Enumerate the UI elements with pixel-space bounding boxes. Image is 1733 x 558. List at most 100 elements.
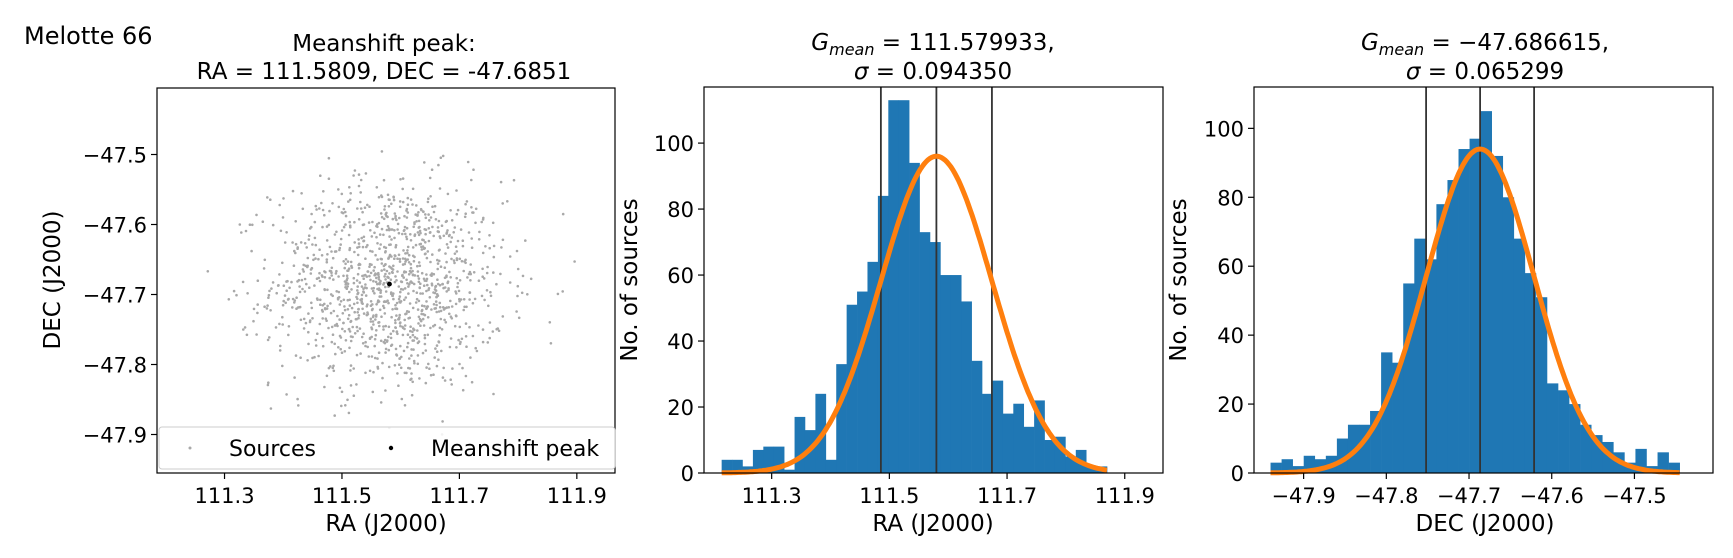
source-point: [481, 328, 485, 331]
source-point: [377, 195, 381, 199]
source-point: [256, 303, 260, 306]
source-point: [323, 288, 327, 292]
source-point: [460, 337, 464, 341]
source-point: [398, 313, 402, 317]
dec-y-tick-label: 0: [1231, 462, 1244, 486]
source-point: [361, 245, 365, 249]
source-point: [388, 198, 391, 202]
source-point: [394, 245, 398, 249]
source-point: [328, 209, 331, 213]
source-point: [458, 279, 462, 282]
source-point: [465, 200, 469, 203]
source-point: [420, 271, 424, 275]
legend-peak-marker: [388, 445, 394, 451]
source-point: [401, 187, 405, 191]
source-point: [373, 231, 376, 235]
source-point: [416, 308, 420, 311]
source-point: [464, 322, 468, 325]
source-point: [423, 333, 427, 337]
source-point: [281, 315, 284, 319]
source-point: [308, 319, 312, 322]
source-point: [338, 246, 342, 250]
source-point: [356, 289, 359, 292]
source-point: [394, 321, 397, 325]
source-point: [327, 223, 331, 227]
source-point: [350, 306, 354, 310]
source-point: [392, 329, 395, 333]
source-point: [307, 238, 311, 241]
source-point: [250, 249, 253, 253]
source-point: [349, 384, 353, 387]
source-point: [344, 223, 347, 226]
source-point: [416, 274, 420, 278]
source-point: [267, 293, 271, 297]
source-point: [435, 364, 439, 368]
source-point: [294, 220, 298, 223]
source-point: [406, 345, 409, 349]
source-point: [481, 340, 485, 344]
source-point: [520, 291, 524, 295]
source-point: [411, 187, 415, 191]
source-point: [440, 328, 444, 331]
source-point: [390, 255, 393, 258]
source-point: [376, 367, 380, 370]
source-point: [361, 210, 364, 214]
source-point: [398, 205, 402, 209]
source-point: [336, 296, 340, 300]
source-point: [401, 288, 405, 291]
source-point: [305, 282, 308, 286]
dec-histogram-bar: [1447, 180, 1459, 474]
source-point: [486, 265, 489, 269]
dec-histogram-bar: [1436, 204, 1448, 473]
source-point: [457, 338, 460, 342]
dec-gaussian-fit: [1270, 146, 1680, 476]
source-point: [343, 266, 347, 270]
source-point: [373, 356, 377, 360]
source-point: [477, 279, 481, 283]
source-point: [426, 333, 430, 337]
source-point: [331, 202, 334, 205]
source-point: [424, 213, 427, 216]
source-point: [346, 298, 350, 302]
source-point: [394, 243, 398, 247]
source-point: [343, 330, 347, 333]
source-point: [472, 211, 475, 214]
ra-histogram-bar: [961, 301, 972, 473]
source-point: [464, 212, 468, 215]
source-point: [426, 200, 430, 204]
source-point: [357, 184, 361, 188]
source-point: [310, 306, 314, 310]
source-point: [384, 347, 388, 351]
source-point: [455, 212, 459, 216]
source-point: [353, 332, 357, 335]
source-point: [430, 168, 434, 171]
source-point: [387, 348, 391, 352]
source-point: [445, 243, 449, 246]
source-point: [371, 307, 374, 311]
source-point: [335, 269, 338, 273]
source-point: [458, 297, 461, 301]
source-point: [397, 253, 401, 257]
source-point: [383, 338, 387, 342]
source-point: [437, 163, 440, 167]
source-point: [452, 231, 456, 234]
source-point: [251, 223, 254, 227]
source-point: [406, 249, 409, 252]
source-point: [438, 326, 442, 330]
source-point: [349, 369, 352, 372]
source-point: [401, 200, 405, 204]
source-point: [267, 381, 270, 385]
source-point: [388, 243, 391, 247]
source-point: [240, 231, 243, 234]
source-point: [331, 333, 335, 337]
dec-title-line2: σ = 0.065299: [1406, 59, 1564, 85]
source-point: [339, 243, 343, 246]
source-point: [307, 330, 310, 334]
source-point: [355, 353, 359, 357]
ra-histogram-bar: [784, 469, 795, 473]
source-point: [418, 225, 421, 229]
source-point: [420, 304, 424, 308]
source-point: [340, 211, 344, 214]
dec-x-tick-label: −47.5: [1602, 484, 1666, 508]
source-point: [437, 310, 441, 313]
